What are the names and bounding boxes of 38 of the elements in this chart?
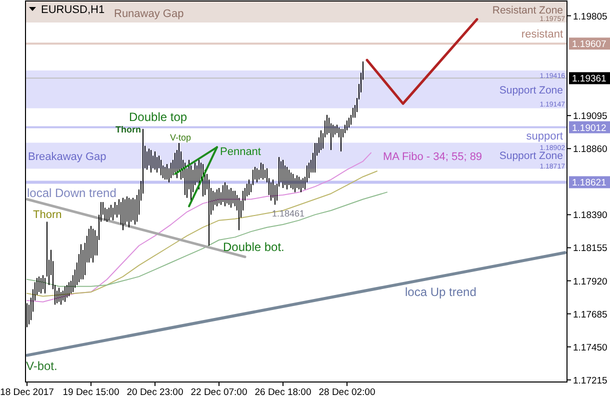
- x-tick-label: 26 Dec 18:00: [254, 387, 312, 398]
- x-tick-label: 22 Dec 07:00: [190, 387, 248, 398]
- text: 1.18621: [572, 178, 606, 189]
- annotation: Thorn: [116, 124, 141, 134]
- band-label: Support Zone: [499, 150, 564, 162]
- y-tick-label: 1.17920: [573, 276, 608, 288]
- annotation: 1.18461: [272, 208, 305, 219]
- annotation: Breakaway Gap: [28, 151, 106, 163]
- annotation: Runaway Gap: [114, 8, 184, 20]
- annotation: Double bot.: [223, 240, 284, 254]
- x-tick-label: 28 Dec 02:00: [318, 387, 376, 398]
- y-tick-label: 1.18390: [573, 210, 608, 222]
- annotation: Double top: [129, 110, 188, 124]
- y-tick-label: 1.17450: [573, 342, 608, 354]
- annotation: Pennant: [220, 146, 261, 158]
- text: 1.19012: [572, 122, 606, 134]
- y-tick-label: 1.19805: [573, 11, 608, 22]
- annotation: local Down trend: [27, 186, 116, 200]
- y-tick-label: 1.18155: [573, 243, 608, 254]
- ref-line-label: resistant: [521, 28, 563, 41]
- annotation: Thorn: [33, 209, 62, 221]
- x-tick-label: 20 Dec 23:00: [126, 387, 184, 398]
- band-label: Support Zone: [499, 84, 564, 96]
- band-label: Resistant Zone: [492, 4, 564, 16]
- annotation: loca Up trend: [405, 285, 476, 299]
- text: 1.19607: [572, 39, 606, 50]
- y-tick-label: 1.17215: [573, 375, 608, 386]
- annotation: MA Fibo - 34; 55; 89: [383, 151, 482, 163]
- annotation: V-top: [170, 132, 192, 142]
- x-tick-label: 19 Dec 15:00: [62, 387, 120, 398]
- annotation: V-bot.: [26, 359, 58, 373]
- y-tick-label: 1.17685: [573, 309, 608, 320]
- y-tick-label: 1.18860: [573, 144, 608, 156]
- text: 1.19361: [572, 74, 606, 85]
- x-tick-label: 18 Dec 2017: [0, 387, 54, 398]
- y-tick-label: 1.19095: [573, 111, 608, 122]
- chart-title: EURUSD,H1: [41, 4, 105, 16]
- ref-line-label: support: [526, 130, 563, 142]
